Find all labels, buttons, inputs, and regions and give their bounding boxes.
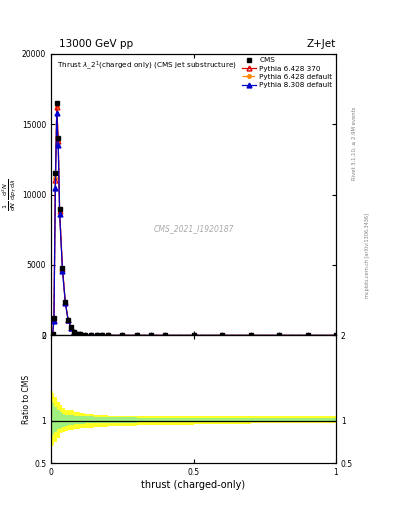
Text: Rivet 3.1.10, ≥ 2.9M events: Rivet 3.1.10, ≥ 2.9M events — [352, 106, 357, 180]
Text: Thrust $\lambda\_2^1$(charged only) (CMS jet substructure): Thrust $\lambda\_2^1$(charged only) (CMS… — [57, 59, 237, 72]
X-axis label: thrust (charged-only): thrust (charged-only) — [141, 480, 246, 490]
Y-axis label: $\frac{1}{\mathrm{d}N} \, \frac{\mathrm{d}^2 N}{\mathrm{d}p_T \, \mathrm{d}\lamb: $\frac{1}{\mathrm{d}N} \, \frac{\mathrm{… — [1, 178, 19, 211]
Y-axis label: Ratio to CMS: Ratio to CMS — [22, 375, 31, 424]
Text: mcplots.cern.ch [arXiv:1306.3436]: mcplots.cern.ch [arXiv:1306.3436] — [365, 214, 371, 298]
Legend: CMS, Pythia 6.428 370, Pythia 6.428 default, Pythia 8.308 default: CMS, Pythia 6.428 370, Pythia 6.428 defa… — [242, 57, 332, 88]
Text: CMS_2021_I1920187: CMS_2021_I1920187 — [153, 224, 234, 233]
Text: Z+Jet: Z+Jet — [307, 38, 336, 49]
Text: 13000 GeV pp: 13000 GeV pp — [59, 38, 133, 49]
